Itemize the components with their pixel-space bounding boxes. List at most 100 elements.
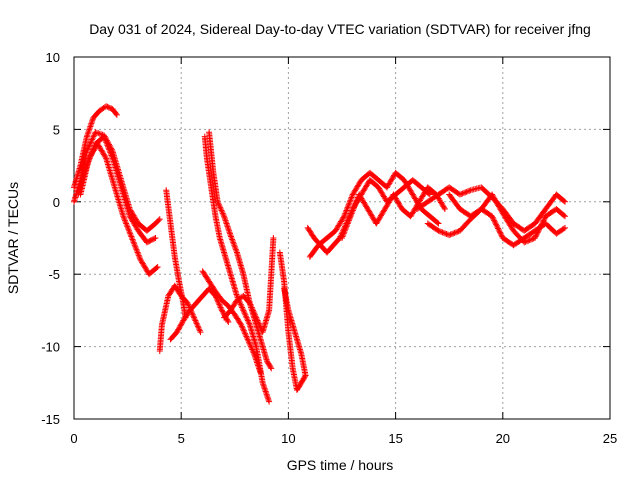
- data-point: [176, 325, 183, 332]
- data-point: [497, 229, 504, 236]
- data-point: [123, 221, 130, 228]
- data-point: [342, 210, 349, 217]
- data-point: [134, 248, 141, 255]
- data-point: [340, 230, 347, 237]
- data-point: [135, 250, 142, 257]
- data-point: [214, 198, 221, 205]
- data-point: [243, 314, 250, 321]
- data-point: [460, 189, 467, 196]
- data-point: [243, 333, 250, 340]
- data-point: [348, 195, 355, 202]
- data-point: [266, 398, 273, 405]
- data-point: [124, 224, 131, 231]
- data-point: [105, 145, 112, 152]
- data-point: [130, 237, 137, 244]
- data-point: [106, 148, 113, 155]
- data-point: [218, 307, 225, 314]
- data-point: [435, 220, 442, 227]
- data-point: [249, 347, 256, 354]
- data-point: [537, 224, 544, 231]
- data-point: [497, 230, 504, 237]
- data-point: [105, 143, 112, 150]
- data-point: [218, 305, 225, 312]
- data-point: [440, 229, 447, 236]
- data-point: [242, 313, 249, 320]
- data-point: [448, 231, 455, 238]
- data-point: [527, 236, 534, 243]
- data-point: [88, 137, 95, 144]
- data-point: [270, 235, 277, 241]
- data-point: [489, 214, 496, 221]
- series-arc-p: [339, 184, 448, 241]
- data-point: [219, 210, 226, 217]
- data-point: [109, 153, 116, 160]
- data-point: [87, 139, 94, 146]
- data-point: [86, 142, 93, 149]
- data-point: [103, 139, 110, 146]
- data-point: [349, 207, 356, 214]
- data-point: [353, 197, 360, 204]
- data-point: [126, 229, 133, 236]
- data-point: [560, 212, 567, 219]
- data-points: [71, 103, 568, 405]
- data-point: [466, 187, 473, 194]
- data-point: [239, 324, 246, 331]
- series-arc-r: [424, 206, 568, 249]
- data-point: [215, 200, 222, 207]
- data-point: [217, 304, 224, 311]
- data-point: [450, 230, 457, 237]
- data-point: [350, 206, 357, 213]
- data-point: [229, 237, 236, 244]
- data-point: [230, 240, 237, 247]
- data-point: [302, 372, 309, 379]
- data-point: [344, 221, 351, 228]
- data-point: [120, 214, 127, 221]
- data-point: [343, 223, 350, 230]
- data-point: [256, 321, 263, 328]
- data-point: [232, 245, 239, 252]
- series-arc-s: [446, 191, 568, 246]
- data-point: [217, 204, 224, 211]
- data-point: [454, 228, 461, 235]
- data-point: [525, 237, 532, 244]
- data-point: [189, 311, 196, 318]
- grid: [74, 57, 610, 419]
- data-point: [434, 226, 441, 233]
- data-point: [541, 215, 548, 222]
- data-point: [247, 343, 254, 350]
- data-point: [190, 313, 197, 320]
- data-point: [340, 232, 347, 239]
- data-point: [238, 321, 245, 328]
- data-point: [239, 305, 246, 312]
- data-point: [219, 308, 226, 315]
- data-point: [131, 242, 138, 249]
- data-point: [217, 303, 224, 310]
- data-point: [107, 151, 114, 158]
- data-point: [196, 327, 203, 334]
- data-point: [248, 304, 255, 311]
- data-point: [495, 225, 502, 232]
- data-point: [134, 249, 141, 256]
- data-point: [343, 207, 350, 214]
- data-point: [244, 317, 251, 324]
- data-point: [101, 135, 108, 142]
- x-tick-label: 25: [603, 431, 617, 446]
- data-point: [248, 303, 255, 310]
- data-point: [128, 235, 135, 241]
- data-point: [113, 110, 120, 117]
- data-point: [447, 231, 454, 238]
- data-point: [233, 248, 240, 255]
- data-point: [108, 152, 115, 159]
- data-point: [491, 218, 498, 225]
- data-point: [107, 104, 114, 111]
- data-point: [489, 213, 496, 220]
- data-point: [244, 336, 251, 343]
- data-point: [560, 225, 567, 232]
- data-point: [526, 237, 533, 244]
- data-point: [521, 239, 528, 246]
- data-point: [230, 239, 237, 246]
- data-point: [341, 229, 348, 236]
- data-point: [128, 233, 135, 240]
- data-point: [220, 211, 227, 218]
- data-point: [240, 307, 247, 314]
